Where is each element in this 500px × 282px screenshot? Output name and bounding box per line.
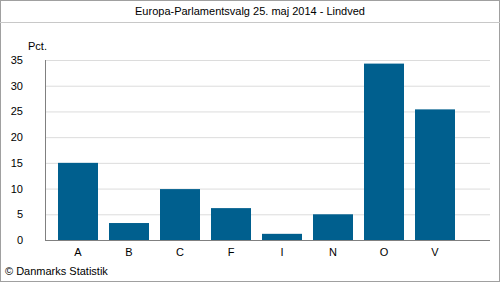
chart-container: Europa-Parlamentsvalg 25. maj 2014 - Lin…: [0, 0, 500, 282]
bar: [262, 234, 302, 240]
y-axis-label: Pct.: [28, 40, 47, 52]
bar: [313, 214, 353, 240]
x-tick-label: F: [228, 246, 235, 258]
bar: [58, 163, 98, 240]
y-tick-label: 10: [11, 183, 23, 195]
bar: [160, 189, 200, 240]
x-tick-label: N: [329, 246, 337, 258]
y-tick-label: 25: [11, 105, 23, 117]
bar: [109, 223, 149, 240]
x-tick-label: C: [176, 246, 184, 258]
title: Europa-Parlamentsvalg 25. maj 2014 - Lin…: [135, 5, 365, 17]
y-tick-label: 5: [17, 208, 23, 220]
x-tick-label: O: [380, 246, 389, 258]
bar: [364, 64, 404, 240]
x-tick-label: B: [125, 246, 132, 258]
bars: [58, 64, 455, 240]
y-tick-label: 15: [11, 157, 23, 169]
grid-line: [45, 86, 490, 87]
bar: [211, 208, 251, 240]
title-separator: [0, 22, 500, 23]
source: © Danmarks Statistik: [5, 265, 108, 277]
x-tick-label: I: [280, 246, 283, 258]
x-tick-label: V: [431, 246, 439, 258]
y-axis-line: [45, 60, 46, 240]
frame: [1, 1, 500, 282]
y-tick-label: 30: [11, 80, 23, 92]
y-tick-label: 35: [11, 54, 23, 66]
grid-line: [45, 60, 490, 61]
grid-line: [45, 240, 490, 241]
bar: [415, 109, 455, 240]
y-tick-label: 0: [17, 234, 23, 246]
chart-svg: Europa-Parlamentsvalg 25. maj 2014 - Lin…: [0, 0, 500, 282]
x-tick-label: A: [74, 246, 82, 258]
y-tick-label: 20: [11, 131, 23, 143]
